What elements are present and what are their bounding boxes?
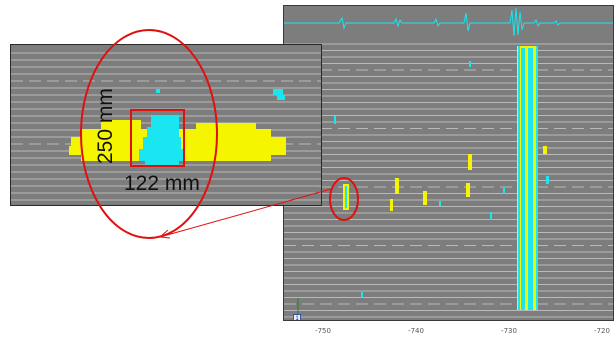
width-measurement-label: 122 mm [124,172,200,195]
scan-panel[interactable]: 1 [283,5,614,321]
x-tick-label: -750 [315,327,331,335]
height-measurement-label: 250 mm [94,88,117,164]
x-tick-label: -730 [501,327,517,335]
signal-trace [284,7,613,37]
probe-marker[interactable]: 1 [293,314,301,320]
x-tick-label: -740 [408,327,424,335]
small-indications [334,61,549,298]
defect-band [517,46,538,310]
x-tick-label: -720 [594,327,610,335]
x-axis: -750 -740 -730 -720 [283,321,614,337]
scan-image [284,7,613,318]
